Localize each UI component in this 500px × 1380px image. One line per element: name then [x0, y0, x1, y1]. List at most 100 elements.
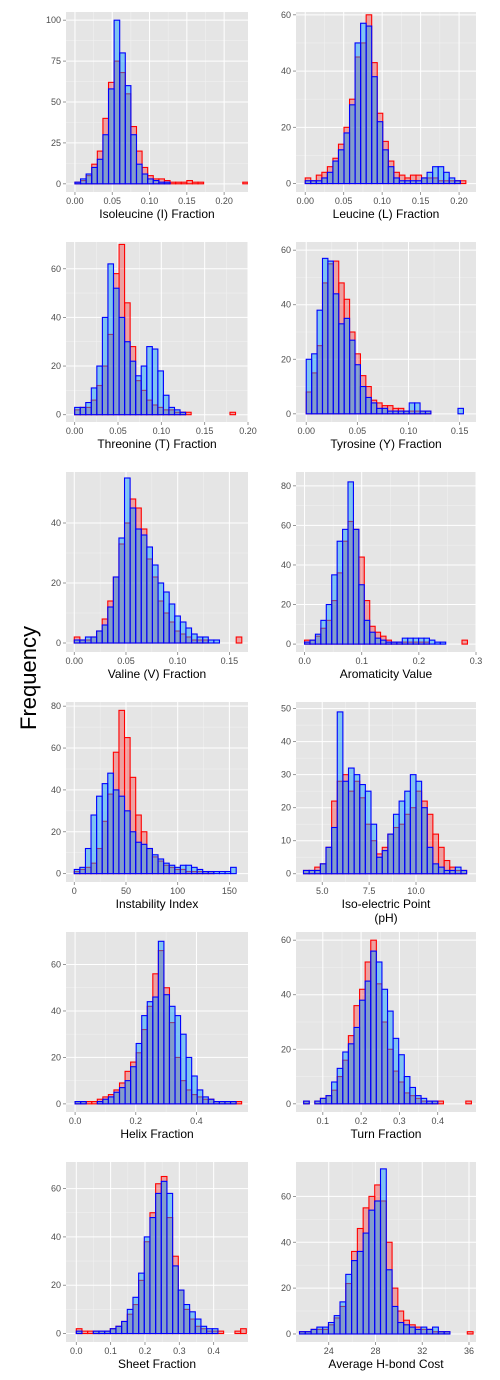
- bar-series-2: [310, 1328, 318, 1335]
- bar-series-2: [147, 178, 154, 185]
- bar-series-2: [398, 180, 406, 185]
- x-tick-label: 0.00: [66, 426, 84, 436]
- x-tick-label: 0.10: [169, 656, 187, 666]
- bar-series-2: [449, 869, 456, 875]
- y-tick-label: 40: [51, 785, 61, 795]
- bar-series-2: [74, 1100, 82, 1105]
- bar-series-2: [352, 528, 360, 645]
- y-tick-label: 60: [281, 520, 291, 530]
- x-axis-title: Leucine (L) Fraction: [333, 207, 440, 221]
- bars: [73, 477, 243, 644]
- bar-series-2: [189, 1311, 196, 1335]
- bar-series-2: [121, 1320, 128, 1335]
- bar-series-2: [173, 409, 181, 416]
- bar-series-2: [146, 346, 153, 416]
- x-axis-ticks: 0.00 0.05 0.10 0.15: [297, 422, 468, 436]
- bar-series-2: [345, 1273, 353, 1335]
- bar-series-1: [465, 1100, 472, 1105]
- bar-series-2: [327, 260, 334, 415]
- bar-series-2: [404, 790, 411, 875]
- x-tick-label: 0.10: [400, 426, 418, 436]
- bar-series-1: [217, 1330, 225, 1335]
- bar-series-2: [140, 534, 148, 644]
- bar-series-2: [359, 784, 366, 875]
- bar-series-2: [138, 1272, 145, 1335]
- bar-series-2: [196, 868, 204, 875]
- series-2: [74, 263, 187, 416]
- bar-series-2: [404, 180, 412, 185]
- bar-series-2: [315, 180, 323, 185]
- bar-series-2: [123, 810, 131, 875]
- y-tick-label: 60: [281, 245, 291, 255]
- bar-series-2: [364, 980, 372, 1105]
- bar-series-2: [123, 477, 131, 644]
- bar-series-2: [158, 181, 166, 185]
- bars: [75, 1175, 247, 1335]
- y-axis-ticks: 0 20 40 60: [51, 264, 66, 420]
- bar-series-2: [336, 540, 344, 645]
- bar-series-2: [206, 1328, 213, 1335]
- bar-series-2: [124, 341, 131, 416]
- bar-series-2: [374, 1200, 382, 1335]
- bar-series-2: [101, 624, 109, 644]
- bar-series-2: [129, 831, 137, 875]
- y-tick-label: 20: [281, 803, 291, 813]
- bar-series-2: [316, 309, 324, 415]
- x-tick-label: 0.15: [412, 196, 430, 206]
- bar-series-2: [437, 166, 445, 185]
- bar-series-2: [196, 636, 204, 644]
- bar-series-1: [466, 1331, 474, 1335]
- bar-series-2: [434, 641, 441, 645]
- bar-series-2: [84, 847, 92, 875]
- x-tick-label: 50: [121, 886, 131, 896]
- y-tick-label: 80: [51, 701, 61, 711]
- bar-series-2: [85, 401, 92, 416]
- bar-series-2: [119, 52, 126, 185]
- series-2: [304, 481, 447, 645]
- x-tick-label: 0.20: [215, 196, 233, 206]
- series-2: [73, 772, 237, 875]
- bar-series-2: [140, 365, 148, 416]
- bar-series-1: [437, 1100, 444, 1105]
- bars: [73, 709, 237, 875]
- x-tick-label: 0.00: [297, 426, 315, 436]
- bar-series-2: [102, 134, 110, 185]
- bar-series-2: [376, 407, 383, 415]
- bar-series-2: [98, 1330, 106, 1335]
- bar-series-2: [325, 603, 333, 645]
- bar-series-2: [392, 410, 399, 415]
- bar-series-2: [135, 1042, 143, 1105]
- bar-series-2: [79, 639, 86, 644]
- series-2: [73, 477, 221, 644]
- bar-series-1: [240, 1328, 247, 1335]
- bar-series-2: [207, 1098, 215, 1105]
- y-tick-label: 0: [286, 1329, 291, 1339]
- panel-background: [66, 1162, 248, 1342]
- bar-series-2: [79, 178, 87, 185]
- panel-background: [66, 932, 248, 1112]
- bar-series-2: [351, 1260, 358, 1335]
- x-axis-ticks: 0.00 0.05 0.10 0.15 0.20: [66, 422, 257, 436]
- y-tick-label: 60: [281, 935, 291, 945]
- bar-series-2: [423, 637, 430, 645]
- bar-series-2: [157, 370, 164, 416]
- y-tick-label: 60: [51, 743, 61, 753]
- bar-series-2: [347, 767, 355, 875]
- bar-series-2: [403, 1075, 411, 1105]
- bar-series-2: [327, 1321, 335, 1335]
- x-axis-ticks: 0.00 0.05 0.10 0.15 0.20: [66, 192, 233, 206]
- bar-series-2: [314, 633, 322, 645]
- bar-series-2: [200, 1325, 208, 1335]
- bar-series-2: [101, 316, 109, 416]
- bar-series-2: [432, 166, 439, 185]
- bar-series-2: [229, 1100, 237, 1105]
- y-axis-ticks: 0 25 50 75 100: [46, 15, 66, 189]
- y-tick-label: 20: [281, 354, 291, 364]
- bar-series-2: [73, 868, 81, 875]
- bar-series-2: [391, 1305, 399, 1335]
- y-axis-ticks: 0 20 40 60: [281, 245, 296, 419]
- bar-series-2: [113, 1091, 121, 1105]
- bar-series-2: [151, 564, 159, 644]
- bar-series-2: [191, 1075, 198, 1105]
- bar-series-2: [385, 1269, 393, 1335]
